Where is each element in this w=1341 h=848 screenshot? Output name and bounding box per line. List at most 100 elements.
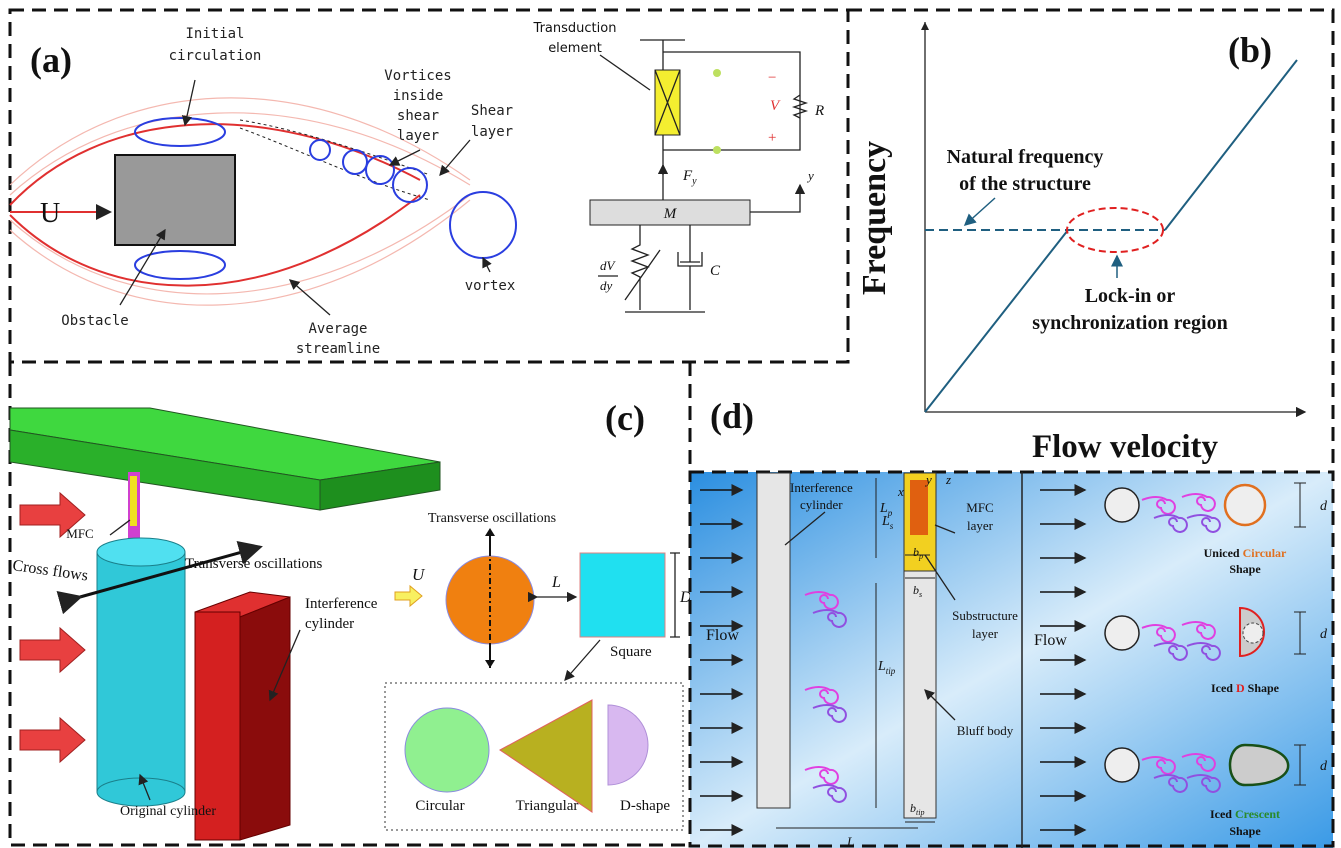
d-shape [608, 705, 648, 785]
label: layer [471, 124, 513, 140]
arrow-head [921, 22, 929, 30]
obstacle [115, 155, 235, 245]
label: D-shape [620, 798, 670, 814]
label: dy [600, 278, 613, 293]
word: Iced [1211, 681, 1233, 695]
label: Vortices [384, 68, 451, 84]
label: d [1320, 759, 1328, 774]
panel-d: (d) Flow Interference cylinder Ls Lp x y… [690, 396, 1333, 848]
label: Transverse oscillations [428, 511, 556, 526]
label: Obstacle [61, 313, 128, 329]
vortex [450, 192, 516, 258]
label: Iced D Shape [1211, 681, 1280, 695]
label: layer [397, 128, 439, 144]
panel-b-border [848, 10, 1333, 470]
symbol: L [879, 501, 888, 516]
panel-label: (d) [710, 396, 754, 436]
annotation: synchronization region [1032, 312, 1227, 334]
label: Interference [790, 480, 853, 495]
label: Bluff body [957, 723, 1014, 738]
label: Original cylinder [120, 804, 216, 819]
panel-a: (a) Initial circulation Vortices inside … [10, 21, 824, 357]
label: Interference [305, 596, 378, 612]
leader [290, 280, 330, 315]
label: L [551, 574, 561, 591]
label: Fy [682, 168, 697, 187]
bluff-body [1105, 616, 1139, 650]
label: C [710, 263, 721, 279]
triangular-shape [500, 700, 592, 812]
cylinder-top [97, 538, 185, 566]
label: R [814, 103, 824, 119]
word: Uniced [1204, 546, 1240, 560]
flow-arrow [395, 586, 422, 606]
word: Iced [1210, 807, 1232, 821]
core [1243, 623, 1263, 643]
label: d [1320, 627, 1328, 642]
subscript: s [890, 521, 894, 531]
label: vortex [465, 278, 516, 294]
flow-arrow [20, 718, 85, 762]
panel-label: (c) [605, 398, 645, 438]
bluff-body [904, 571, 936, 818]
label: Shape [1229, 824, 1261, 838]
subscript: s [919, 590, 922, 599]
label: V [770, 98, 781, 114]
word: Circular [1243, 546, 1287, 560]
leader [390, 150, 420, 165]
label: Flow [706, 627, 739, 644]
flow-arrow [20, 628, 85, 672]
leader [110, 520, 130, 535]
label: inside [393, 88, 444, 104]
frequency-line [925, 60, 1297, 412]
bluff-body [1105, 748, 1139, 782]
terminal [713, 146, 721, 154]
label: circulation [169, 48, 262, 64]
label: Initial [185, 26, 244, 42]
subscript: p [887, 508, 893, 518]
label: x [897, 484, 904, 499]
label: Square [610, 644, 652, 660]
label: Average [308, 321, 367, 337]
panel-label: (a) [30, 40, 72, 80]
mfc-layer [910, 480, 928, 535]
streamline [10, 200, 470, 305]
label: layer [967, 518, 994, 533]
panel-b: (b) Frequency Flow velocity Natural freq… [856, 22, 1305, 465]
label: Iced Crescent [1210, 807, 1280, 821]
size-dim [670, 553, 680, 637]
axis-label: Frequency [856, 141, 893, 295]
figure: (a) Initial circulation Vortices inside … [0, 0, 1341, 848]
label: MFC [966, 500, 993, 515]
leader [965, 198, 995, 225]
annotation: Natural frequency [947, 146, 1104, 168]
label: cylinder [305, 616, 354, 632]
word: Crescent [1235, 807, 1280, 821]
label: streamline [296, 341, 380, 357]
square-cylinder [580, 553, 665, 637]
label: M [663, 206, 678, 222]
label: Flow [1034, 632, 1067, 649]
leader [565, 640, 600, 680]
label: y [806, 168, 814, 183]
cylinder-bottom [97, 778, 185, 806]
subscript: y [691, 176, 697, 187]
label: U [40, 198, 60, 229]
panel-c: (c) MFC Transverse oscillations Cross fl… [10, 398, 692, 840]
label: Uniced Circular [1204, 546, 1287, 560]
label: element [548, 41, 602, 56]
label: d [1320, 499, 1328, 514]
word: D [1236, 681, 1245, 695]
axis [925, 22, 1305, 412]
label: shear [397, 108, 439, 124]
vortex [343, 150, 367, 174]
label: + [768, 130, 776, 146]
annotation: of the structure [959, 173, 1091, 195]
circulation [135, 118, 225, 146]
label: z [945, 472, 951, 487]
label: Triangular [516, 798, 579, 814]
displacement-arrow [750, 185, 800, 212]
label: y [924, 472, 932, 487]
bluff-body [1105, 488, 1139, 522]
mfc [130, 476, 137, 526]
